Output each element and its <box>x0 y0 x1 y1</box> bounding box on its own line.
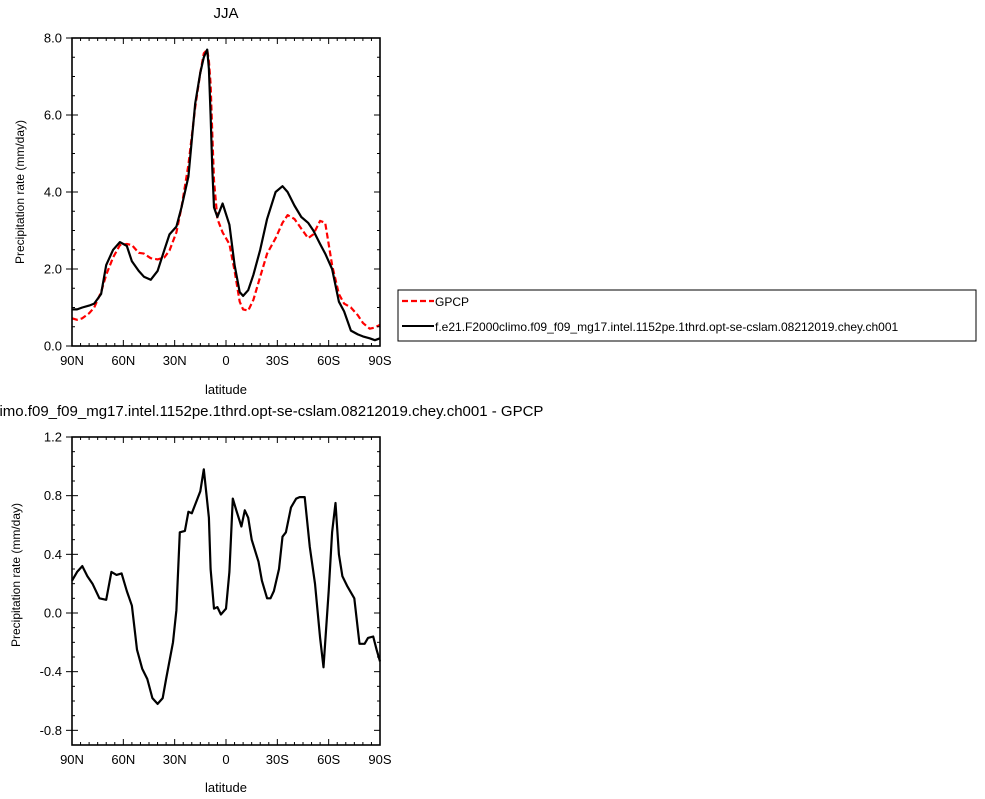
difference-panel: f.e21.F2000climo.f09_f09_mg17.intel.1152… <box>0 403 543 795</box>
y-tick-label: 0.0 <box>44 339 62 354</box>
bottom-chart-title: f.e21.F2000climo.f09_f09_mg17.intel.1152… <box>0 403 543 420</box>
legend-box <box>397 289 977 342</box>
y-tick-label: -0.4 <box>40 664 62 679</box>
y-tick-label: 0.4 <box>44 547 62 562</box>
x-tick-label: 0 <box>222 353 229 368</box>
y-tick-label: 0.8 <box>44 488 62 503</box>
x-tick-label: 90S <box>368 353 391 368</box>
series-line-difference <box>71 468 382 706</box>
y-tick-label: 4.0 <box>44 185 62 200</box>
y-tick-label: 1.2 <box>44 430 62 445</box>
y-tick-label: 2.0 <box>44 262 62 277</box>
x-tick-label: 30N <box>163 353 187 368</box>
x-tick-label: 30S <box>266 353 289 368</box>
x-tick-label: 90S <box>368 752 391 767</box>
x-tick-label: 0 <box>222 752 229 767</box>
x-tick-label: 60N <box>111 353 135 368</box>
x-tick-label: 60N <box>111 752 135 767</box>
x-tick-label: 90N <box>60 353 84 368</box>
x-tick-label: 90N <box>60 752 84 767</box>
bottom-y-axis-label: Precipitation rate (mm/day) <box>9 503 23 647</box>
y-tick-label: -0.8 <box>40 723 62 738</box>
series-line-gpcp <box>71 48 381 330</box>
legend-label-model: f.e21.F2000climo.f09_f09_mg17.intel.1152… <box>435 320 899 334</box>
top-x-axis-label: latitude <box>205 382 247 397</box>
legend: GPCP f.e21.F2000climo.f09_f09_mg17.intel… <box>397 289 977 342</box>
x-tick-label: 30N <box>163 752 187 767</box>
top-plot-frame <box>71 37 381 347</box>
top-y-axis-label: Precipitation rate (mm/day) <box>13 120 27 264</box>
bottom-plot-frame <box>71 436 381 746</box>
x-tick-label: 60S <box>317 752 340 767</box>
x-tick-label: 30S <box>266 752 289 767</box>
legend-label-gpcp: GPCP <box>435 295 469 309</box>
y-tick-label: 0.0 <box>44 606 62 621</box>
y-tick-label: 8.0 <box>44 31 62 46</box>
y-tick-label: 6.0 <box>44 108 62 123</box>
climatology-panel: JJA 90N 60N 30N 0 30S 60S 90S 0.0 2.0 4.0 6.0 8.0 l… <box>13 5 392 397</box>
series-line-model <box>72 48 381 342</box>
x-tick-label: 60S <box>317 353 340 368</box>
bottom-x-axis-label: latitude <box>205 780 247 795</box>
top-chart-title: JJA <box>213 5 238 22</box>
